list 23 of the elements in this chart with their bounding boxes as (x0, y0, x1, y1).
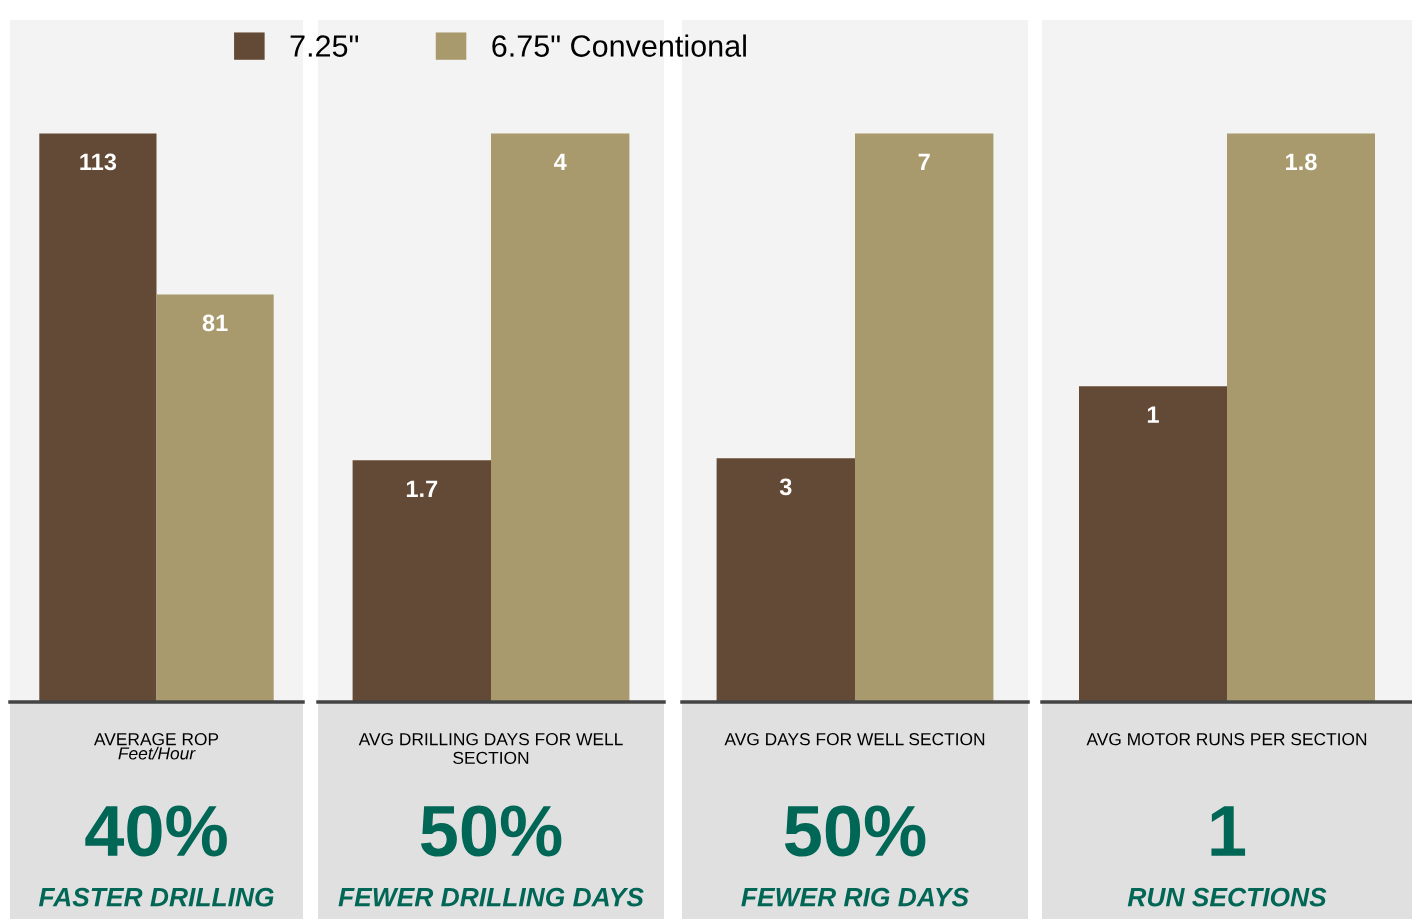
x-axis-title: AVG DAYS FOR WELL SECTION (724, 733, 985, 746)
data-label: 3 (779, 478, 792, 496)
x-axis-title: AVERAGE ROP (93, 733, 219, 746)
data-label: 4 (553, 153, 567, 170)
legend-label: 6.75" Conventional (492, 34, 746, 57)
text: 40% (85, 805, 227, 857)
data-label: 113 (80, 153, 117, 171)
text: 50% (784, 805, 926, 857)
x-axis-title: AVG MOTOR RUNS PER SECTION (1086, 733, 1367, 746)
text: RUN SECTIONS (1127, 887, 1327, 907)
text: Feet/Hour (118, 746, 196, 760)
data-label: 1 (1147, 406, 1159, 423)
text: 50% (420, 805, 562, 857)
x-axis-title: AVG DRILLING DAYS FOR WELL SECTION (358, 733, 623, 765)
data-label: 1.8 (1286, 153, 1317, 171)
text: 1 (1211, 806, 1246, 856)
text: FEWER DRILLING DAYS (338, 887, 644, 907)
data-label: 1.7 (406, 480, 438, 497)
data-label: 7 (918, 153, 930, 170)
text: FEWER RIG DAYS (741, 887, 969, 907)
data-label: 81 (202, 314, 228, 332)
legend-label: 7.25" (290, 35, 359, 57)
text: FASTER DRILLING (38, 887, 274, 907)
